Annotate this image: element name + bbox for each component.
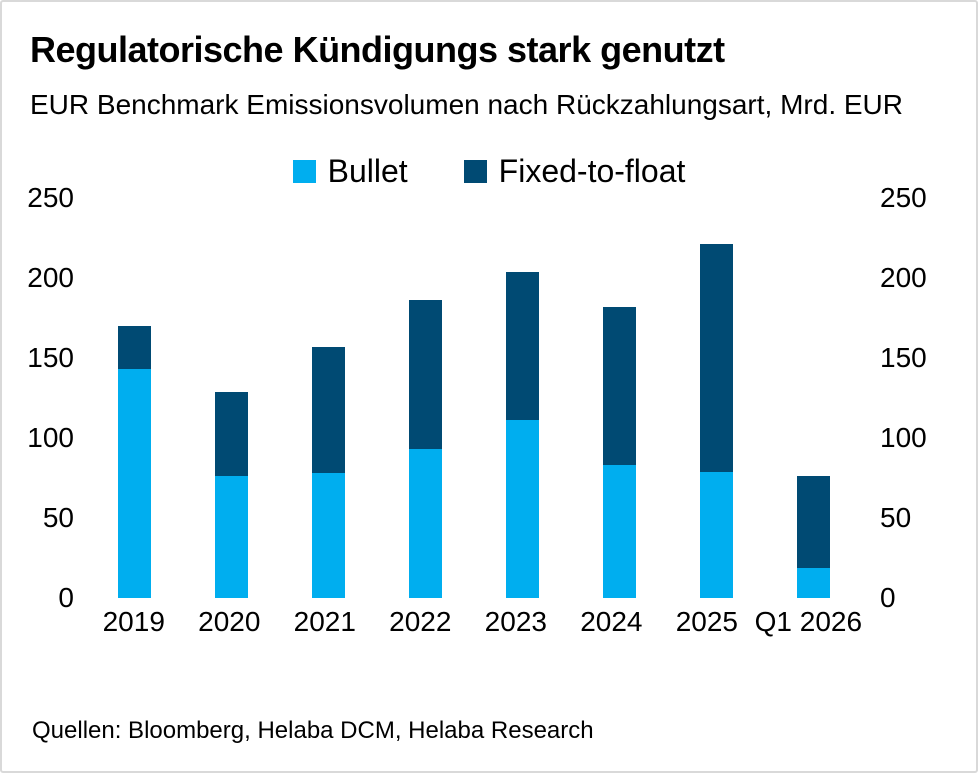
bar-group bbox=[765, 198, 862, 598]
bar-segment-bullet bbox=[797, 567, 830, 598]
y-axis-tick-label: 0 bbox=[58, 582, 74, 613]
x-axis: 2019 2020 2021 2022 2023 2024 2025 Q1 2026 bbox=[16, 600, 962, 638]
y-axis-tick-label: 200 bbox=[27, 262, 74, 293]
y-axis-tick-label: 100 bbox=[27, 422, 74, 453]
bar-group bbox=[571, 198, 668, 598]
y-axis-tick-label: 250 bbox=[880, 182, 927, 213]
bar-segment-fixed-to-float bbox=[797, 476, 830, 568]
bar-group bbox=[183, 198, 280, 598]
legend: Bullet Fixed-to-float bbox=[2, 150, 976, 192]
x-axis-label: 2021 bbox=[293, 606, 356, 637]
bar-segment-fixed-to-float bbox=[215, 391, 248, 477]
y-axis-tick-label: 50 bbox=[880, 502, 912, 533]
y-axis-tick-label: 150 bbox=[880, 342, 927, 373]
x-axis-labels: 2019 2020 2021 2022 2023 2024 2025 Q1 2026 bbox=[86, 600, 862, 638]
bar-segment-fixed-to-float bbox=[409, 300, 442, 450]
x-axis-label: Q1 2026 bbox=[754, 606, 863, 637]
bar-segment-fixed-to-float bbox=[700, 244, 733, 472]
bar-group bbox=[668, 198, 765, 598]
legend-label: Fixed-to-float bbox=[498, 153, 686, 189]
x-axis-label: 2023 bbox=[484, 606, 547, 637]
y-axis-left: 0 50 100 150 200 250 bbox=[16, 182, 86, 613]
bar-segment-fixed-to-float bbox=[312, 346, 345, 474]
y-axis-right: 0 50 100 150 200 250 bbox=[862, 182, 962, 613]
bar-segment-bullet bbox=[409, 449, 442, 598]
bar-group bbox=[86, 198, 183, 598]
y-axis-tick-label: 100 bbox=[880, 422, 927, 453]
x-axis-label: 2022 bbox=[389, 606, 452, 637]
x-axis-label: 2020 bbox=[198, 606, 261, 637]
x-axis-label: 2025 bbox=[675, 606, 738, 637]
legend-item: Bullet bbox=[292, 153, 408, 189]
y-axis-tick-label: 150 bbox=[27, 342, 74, 373]
y-axis-tick-label: 250 bbox=[27, 182, 74, 213]
x-axis-label: 2024 bbox=[580, 606, 643, 637]
bar-segment-bullet bbox=[312, 473, 345, 598]
x-axis-spacer-left bbox=[16, 600, 86, 638]
y-axis-tick-label: 0 bbox=[880, 582, 896, 613]
chart-subtitle: EUR Benchmark Emissionsvolumen nach Rück… bbox=[30, 89, 903, 120]
legend-item: Fixed-to-float bbox=[463, 153, 686, 189]
bar-segment-bullet bbox=[506, 420, 539, 598]
bar-segment-fixed-to-float bbox=[118, 326, 151, 370]
legend-swatch-icon bbox=[463, 159, 487, 183]
bar-group bbox=[377, 198, 474, 598]
chart-title: Regulatorische Kündigungs stark genutzt bbox=[30, 29, 725, 70]
x-axis-label: 2019 bbox=[102, 606, 165, 637]
plot-area bbox=[86, 198, 862, 598]
y-axis-tick-label: 50 bbox=[42, 502, 74, 533]
x-axis-spacer-right bbox=[862, 600, 962, 638]
y-axis-tick-label: 200 bbox=[880, 262, 927, 293]
bar-segment-bullet bbox=[603, 465, 636, 598]
bar-segment-fixed-to-float bbox=[603, 306, 636, 466]
bar-segment-bullet bbox=[118, 369, 151, 598]
legend-label: Bullet bbox=[327, 153, 408, 189]
plot-row: 0 50 100 150 200 250 0 50 100 150 200 250 bbox=[16, 182, 962, 613]
bar-group bbox=[280, 198, 377, 598]
source-note: Quellen: Bloomberg, Helaba DCM, Helaba R… bbox=[32, 717, 594, 744]
legend-swatch-icon bbox=[292, 159, 316, 183]
bar-group bbox=[474, 198, 571, 598]
bar-segment-bullet bbox=[215, 476, 248, 598]
bar-segment-fixed-to-float bbox=[506, 271, 539, 421]
bar-segment-bullet bbox=[700, 471, 733, 598]
